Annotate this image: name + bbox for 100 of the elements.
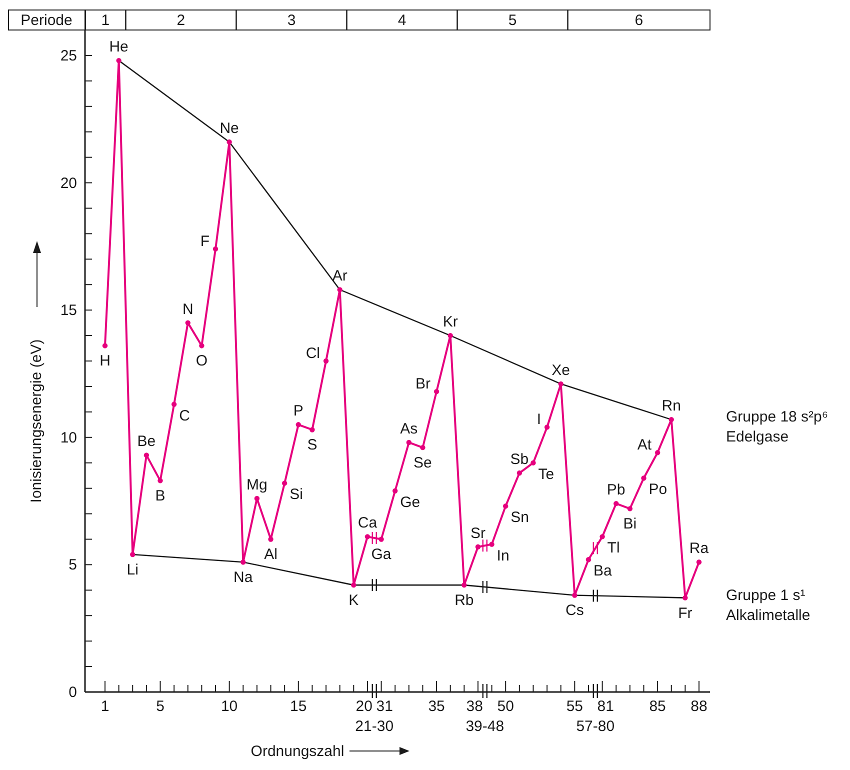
point bbox=[641, 476, 646, 481]
y-tick-label: 5 bbox=[68, 556, 77, 574]
point bbox=[185, 320, 190, 326]
point bbox=[226, 139, 232, 145]
data-label: Po bbox=[648, 481, 668, 498]
data-label: Ba bbox=[593, 562, 612, 580]
data-label: Ca bbox=[358, 514, 378, 532]
text: Gruppe 18 s²p⁶ Edelgase bbox=[726, 408, 828, 446]
data-label: I bbox=[536, 411, 542, 428]
data-label: S bbox=[307, 436, 318, 454]
text: Gruppe 1 s¹ Alkalimetalle bbox=[726, 586, 810, 624]
point bbox=[158, 478, 163, 484]
point bbox=[586, 557, 592, 562]
data-label: Pb bbox=[606, 482, 626, 499]
data-label: Ar bbox=[332, 268, 348, 285]
data-label: As bbox=[400, 420, 418, 438]
data-label: Rn bbox=[662, 398, 681, 415]
point bbox=[544, 424, 550, 430]
data-label: Na bbox=[234, 569, 254, 586]
x-tick-label: 38 bbox=[466, 698, 483, 715]
x-axis-title: Ordnungszahl bbox=[250, 743, 344, 760]
point bbox=[130, 552, 136, 558]
point bbox=[503, 504, 508, 509]
point bbox=[654, 450, 660, 456]
data-label: C bbox=[179, 407, 190, 424]
text: 21-30 bbox=[355, 718, 394, 735]
point bbox=[268, 536, 274, 542]
data-label: P bbox=[293, 402, 304, 420]
text: 4 bbox=[398, 12, 406, 29]
data-label: H bbox=[100, 352, 110, 370]
data-label: O bbox=[196, 352, 208, 370]
data-label: Bi bbox=[623, 516, 637, 533]
point bbox=[171, 402, 177, 407]
text: 6 bbox=[634, 12, 644, 29]
x-tick-label: 88 bbox=[690, 698, 708, 715]
y-tick-label: 20 bbox=[60, 174, 77, 192]
data-label: Sr bbox=[470, 524, 486, 542]
point bbox=[572, 592, 578, 598]
data-label: Br bbox=[416, 376, 431, 393]
y-tick-label: 0 bbox=[68, 684, 77, 701]
text: 57-80 bbox=[576, 718, 615, 735]
data-label: K bbox=[348, 592, 359, 610]
data-label: Rb bbox=[454, 592, 474, 610]
point bbox=[310, 427, 315, 432]
x-tick-label: 55 bbox=[566, 698, 584, 715]
point bbox=[489, 542, 494, 547]
x-tick-label: 81 bbox=[597, 698, 614, 715]
data-label: Sb bbox=[510, 451, 529, 468]
x-tick-label: 50 bbox=[497, 698, 514, 715]
point bbox=[682, 595, 688, 600]
data-label: Ne bbox=[220, 120, 239, 138]
data-label: Cs bbox=[566, 602, 584, 620]
text: 39-48 bbox=[466, 718, 504, 735]
x-tick-label: 5 bbox=[156, 698, 164, 715]
point bbox=[462, 582, 467, 588]
data-label: He bbox=[109, 38, 128, 56]
data-label: Mg bbox=[246, 476, 268, 494]
point bbox=[199, 343, 204, 348]
point bbox=[530, 460, 536, 466]
data-label: Al bbox=[264, 546, 278, 564]
point bbox=[144, 452, 150, 458]
point bbox=[102, 343, 108, 348]
data-label: Tl bbox=[607, 540, 620, 557]
point bbox=[434, 388, 440, 394]
point bbox=[337, 287, 342, 292]
point bbox=[212, 246, 218, 252]
data-label: At bbox=[637, 436, 652, 454]
y-tick-label: 10 bbox=[60, 429, 77, 446]
point bbox=[448, 332, 453, 338]
data-label: Se bbox=[414, 454, 432, 472]
text: 3 bbox=[287, 12, 296, 29]
point bbox=[600, 534, 605, 540]
point bbox=[240, 560, 246, 565]
point bbox=[116, 58, 122, 64]
y-axis-title: Ionisierungsenergie (eV) bbox=[28, 339, 45, 503]
data-label: Si bbox=[290, 486, 303, 504]
point bbox=[392, 488, 398, 494]
data-label: Fr bbox=[678, 604, 692, 622]
point bbox=[323, 358, 329, 364]
text: 2 bbox=[176, 12, 186, 29]
x-tick-label: 10 bbox=[220, 698, 238, 715]
point bbox=[558, 381, 564, 387]
data-label: Ga bbox=[371, 546, 392, 564]
point bbox=[296, 422, 301, 428]
text: Periode bbox=[20, 12, 72, 29]
data-label: N bbox=[182, 300, 194, 318]
x-tick-label: 1 bbox=[100, 698, 110, 715]
data-label: In bbox=[496, 547, 510, 564]
point bbox=[516, 470, 522, 476]
x-tick-label: 35 bbox=[428, 698, 445, 715]
x-tick-label: 20 bbox=[356, 698, 372, 715]
point bbox=[406, 440, 412, 446]
x-tick-label: 85 bbox=[649, 698, 666, 715]
data-label: Kr bbox=[442, 314, 458, 331]
data-label: Xe bbox=[552, 362, 570, 379]
data-label: Cl bbox=[306, 345, 320, 362]
point bbox=[420, 444, 426, 450]
point bbox=[614, 500, 619, 506]
data-label: Te bbox=[538, 466, 554, 483]
point bbox=[668, 416, 674, 422]
